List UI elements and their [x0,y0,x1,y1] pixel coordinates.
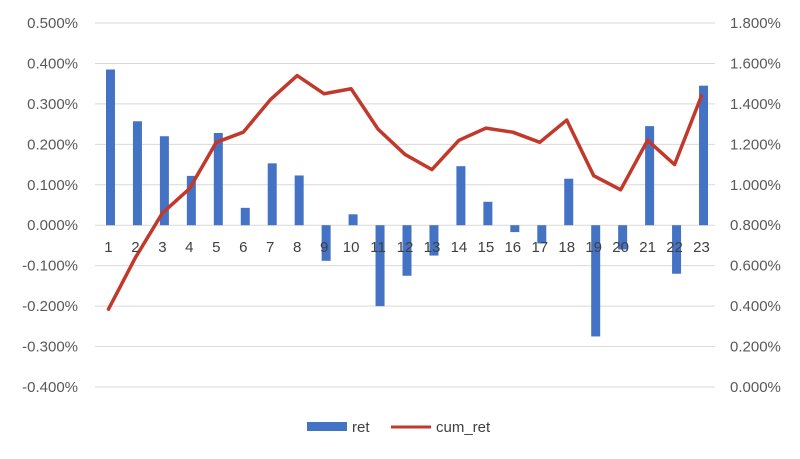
bar-ret-17 [537,225,547,244]
bar-ret-8 [294,175,304,226]
x-tick-label: 20 [612,239,629,256]
bar-ret-2 [132,121,142,226]
bar-ret-20 [618,225,628,250]
bar-ret-12 [402,225,412,276]
bar-ret-23 [699,85,709,226]
x-tick-label: 6 [239,239,247,256]
bar-ret-4 [186,175,196,226]
bar-ret-16 [510,225,520,233]
right-axis-tick-label: 1.800% [730,15,781,32]
x-tick-label: 17 [531,239,548,256]
x-tick-label: 13 [424,239,441,256]
x-tick-label: 7 [266,239,274,256]
x-tick-label: 8 [293,239,301,256]
bar-ret-15 [483,201,493,226]
x-tick-label: 23 [693,239,710,256]
x-tick-label: 19 [585,239,602,256]
bar-ret-18 [564,178,574,226]
legend-label-cum-ret: cum_ret [436,419,491,436]
left-axis-tick-label: 0.300% [27,96,78,113]
x-tick-label: 12 [397,239,414,256]
x-tick-label: 11 [370,239,386,256]
left-axis-tick-label: 0.500% [27,15,78,32]
left-axis-tick-label: -0.400% [22,379,78,396]
bar-ret-3 [159,136,169,226]
right-axis-tick-label: 1.200% [730,136,781,153]
x-tick-label: 5 [212,239,220,256]
x-tick-label: 16 [504,239,521,256]
right-axis-tick-label: 1.000% [730,177,781,194]
bar-ret-14 [456,166,466,226]
left-axis-tick-label: -0.100% [22,258,78,275]
x-tick-label: 14 [451,239,468,256]
right-axis-tick-label: 1.400% [730,96,781,113]
bar-ret-9 [321,225,331,261]
bar-series-ret [105,69,709,337]
x-tick-label: 18 [558,239,575,256]
left-axis-tick-label: -0.200% [22,298,78,315]
x-tick-label: 9 [320,239,328,256]
bar-ret-21 [645,126,655,226]
x-tick-label: 10 [343,239,360,256]
right-axis-tick-label: 0.400% [730,298,781,315]
x-tick-label: 1 [104,239,112,256]
x-tick-label: 3 [158,239,166,256]
x-tick-label: 2 [131,239,139,256]
left-axis-tick-label: 0.200% [27,136,78,153]
bar-ret-5 [213,133,223,226]
right-axis-tick-label: 0.000% [730,379,781,396]
left-axis-tick-label: 0.100% [27,177,78,194]
legend: ret cum_ret [307,419,491,436]
bar-ret-6 [240,207,250,226]
left-axis-tick-label: -0.300% [22,339,78,356]
bar-ret-7 [267,163,277,226]
x-tick-label: 4 [185,239,193,256]
right-axis-labels: 1.800% 1.600% 1.400% 1.200% 1.000% 0.800% 0.60… [730,15,781,396]
right-axis-tick-label: 0.600% [730,258,781,275]
bar-ret-11 [375,225,385,307]
legend-swatch-ret [307,422,347,431]
x-axis-labels: 1 2 3 4 5 6 7 8 9 10 11 12 13 14 15 16 17 18 19 20 21 22 23 [104,239,710,256]
left-axis-labels: 0.500% 0.400% 0.300% 0.200% 0.100% 0.000% -0.1… [22,15,78,396]
right-axis-tick-label: 0.200% [730,339,781,356]
bar-ret-22 [672,225,682,274]
legend-label-ret: ret [352,419,370,436]
x-tick-label: 22 [666,239,683,256]
bar-ret-13 [429,225,439,256]
x-tick-label: 21 [639,239,656,256]
right-axis-tick-label: 1.600% [730,55,781,72]
bar-ret-10 [348,214,358,226]
left-axis-tick-label: 0.400% [27,55,78,72]
bar-ret-1 [105,69,115,226]
left-axis-tick-label: 0.000% [27,217,78,234]
line-series-cum-ret [106,73,704,311]
x-tick-label: 15 [478,239,495,256]
bar-ret-19 [591,225,601,337]
right-axis-tick-label: 0.800% [730,217,781,234]
